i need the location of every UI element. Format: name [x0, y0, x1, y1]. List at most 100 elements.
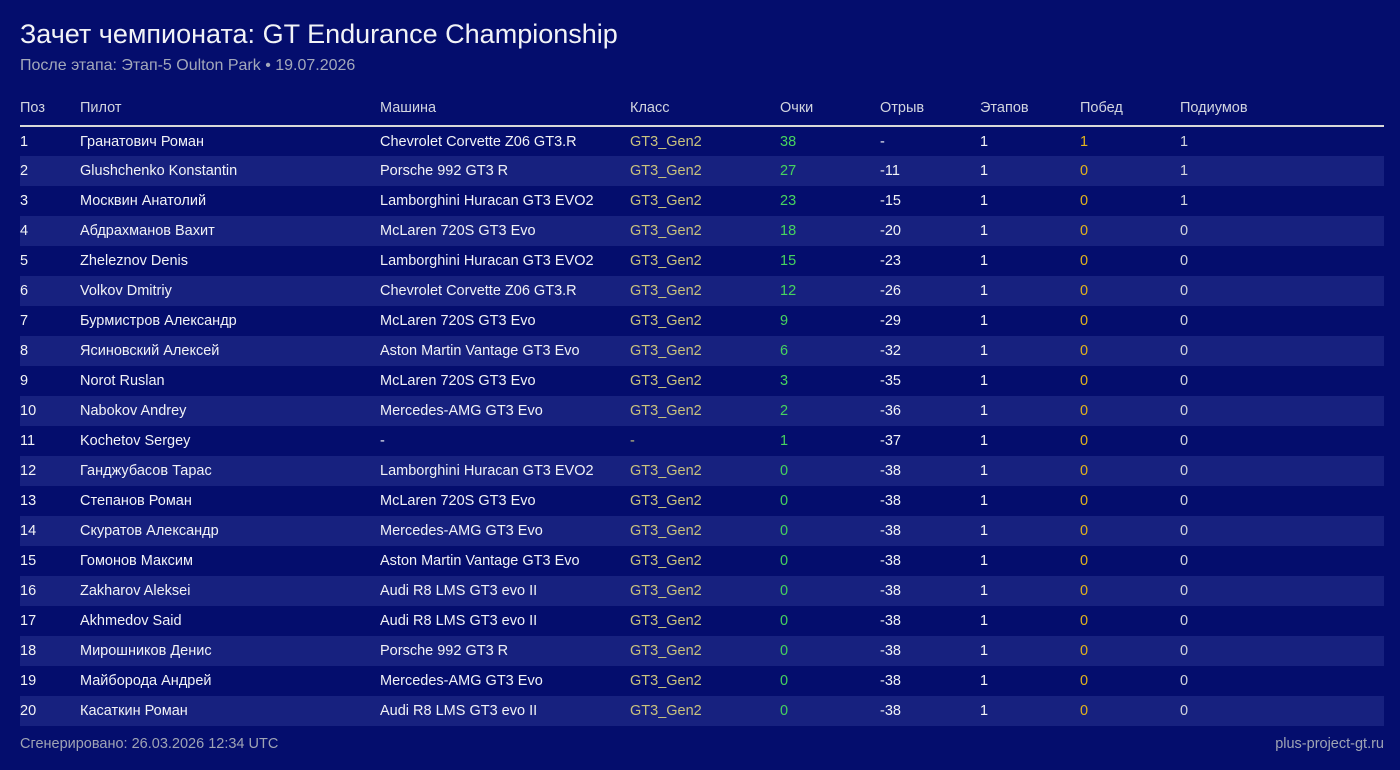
- cell-podiums: 0: [1180, 433, 1189, 449]
- cell-points: 38: [780, 133, 797, 150]
- cell-points: 15: [780, 253, 797, 269]
- page-subtitle: После этапа: Этап-5 Oulton Park • 19.07.…: [20, 57, 356, 74]
- cell-pilot: Nabokov Andrey: [80, 403, 187, 419]
- cell-pilot: Гомонов Максим: [80, 553, 193, 569]
- cell-pos: 16: [20, 583, 37, 599]
- cell-pilot: Абдрахманов Вахит: [80, 223, 215, 239]
- cell-gap: -38: [880, 523, 901, 539]
- column-header-gap: Отрыв: [880, 100, 980, 127]
- cell-class: GT3_Gen2: [630, 643, 702, 659]
- cell-podiums: 0: [1180, 313, 1189, 329]
- cell-wins: 0: [1080, 643, 1089, 659]
- cell-pos: 14: [20, 523, 37, 539]
- standings-table: Поз Пилот Машина Класс Очки Отрыв Этапов…: [20, 100, 1384, 726]
- cell-wins: 0: [1080, 703, 1089, 719]
- cell-podiums: 0: [1180, 463, 1189, 479]
- cell-stages: 1: [980, 223, 989, 239]
- cell-pos: 4: [20, 223, 29, 239]
- cell-car: Aston Martin Vantage GT3 Evo: [380, 553, 580, 569]
- cell-gap: -38: [880, 553, 901, 569]
- site-name: plus-project-gt.ru: [1275, 736, 1384, 752]
- cell-class: GT3_Gen2: [630, 673, 702, 689]
- table-row: 20 Касаткин Роман Audi R8 LMS GT3 evo II…: [20, 696, 1384, 726]
- cell-pilot: Мирошников Денис: [80, 643, 212, 659]
- cell-gap: -23: [880, 253, 901, 269]
- table-row: 4 Абдрахманов Вахит McLaren 720S GT3 Evo…: [20, 216, 1384, 246]
- cell-gap: -36: [880, 403, 901, 419]
- cell-pilot: Volkov Dmitriy: [80, 283, 172, 299]
- cell-podiums: 0: [1180, 523, 1189, 539]
- cell-stages: 1: [980, 643, 989, 659]
- table-row: 3 Москвин Анатолий Lamborghini Huracan G…: [20, 186, 1384, 216]
- cell-pos: 19: [20, 673, 37, 689]
- cell-podiums: 0: [1180, 223, 1189, 239]
- cell-pos: 17: [20, 613, 37, 629]
- cell-gap: -38: [880, 613, 901, 629]
- cell-podiums: 0: [1180, 373, 1189, 389]
- cell-class: GT3_Gen2: [630, 493, 702, 509]
- cell-gap: -11: [880, 163, 900, 179]
- cell-wins: 0: [1080, 223, 1089, 239]
- cell-points: 0: [780, 643, 789, 659]
- cell-pilot: Касаткин Роман: [80, 703, 188, 719]
- generated-timestamp: Сгенерировано: 26.03.2026 12:34 UTC: [20, 736, 279, 752]
- column-header-car: Машина: [380, 100, 630, 127]
- cell-pilot: Akhmedov Said: [80, 613, 182, 629]
- cell-car: Audi R8 LMS GT3 evo II: [380, 703, 538, 719]
- cell-gap: -38: [880, 493, 901, 509]
- standings-body: 1 Гранатович Роман Chevrolet Corvette Z0…: [20, 126, 1384, 726]
- cell-podiums: 0: [1180, 643, 1189, 659]
- cell-wins: 0: [1080, 523, 1089, 539]
- cell-stages: 1: [980, 583, 989, 599]
- cell-pos: 5: [20, 253, 29, 269]
- table-row: 13 Степанов Роман McLaren 720S GT3 Evo G…: [20, 486, 1384, 516]
- table-row: 12 Ганджубасов Тарас Lamborghini Huracan…: [20, 456, 1384, 486]
- cell-class: GT3_Gen2: [630, 193, 702, 209]
- table-row: 2 Glushchenko Konstantin Porsche 992 GT3…: [20, 156, 1384, 186]
- cell-pos: 3: [20, 193, 29, 209]
- cell-points: 27: [780, 163, 797, 179]
- cell-car: Aston Martin Vantage GT3 Evo: [380, 343, 580, 359]
- cell-podiums: 0: [1180, 553, 1189, 569]
- cell-wins: 0: [1080, 463, 1089, 479]
- column-header-wins: Побед: [1080, 100, 1180, 127]
- cell-gap: -26: [880, 283, 901, 299]
- table-row: 15 Гомонов Максим Aston Martin Vantage G…: [20, 546, 1384, 576]
- cell-points: 2: [780, 403, 789, 419]
- cell-podiums: 0: [1180, 283, 1189, 299]
- cell-gap: -32: [880, 343, 901, 359]
- cell-stages: 1: [980, 313, 989, 329]
- cell-pos: 13: [20, 493, 37, 509]
- cell-points: 18: [780, 223, 797, 239]
- cell-podiums: 0: [1180, 493, 1189, 509]
- cell-points: 6: [780, 343, 789, 359]
- cell-podiums: 0: [1180, 613, 1189, 629]
- cell-stages: 1: [980, 193, 989, 209]
- cell-car: Lamborghini Huracan GT3 EVO2: [380, 193, 594, 209]
- cell-car: McLaren 720S GT3 Evo: [380, 223, 536, 239]
- cell-car: -: [380, 433, 385, 449]
- table-row: 17 Akhmedov Said Audi R8 LMS GT3 evo II …: [20, 606, 1384, 636]
- cell-car: Lamborghini Huracan GT3 EVO2: [380, 463, 594, 479]
- cell-class: GT3_Gen2: [630, 253, 702, 269]
- cell-pos: 15: [20, 553, 37, 569]
- cell-points: 0: [780, 553, 789, 569]
- cell-pilot: Майборода Андрей: [80, 673, 212, 689]
- cell-pilot: Glushchenko Konstantin: [80, 163, 238, 179]
- cell-gap: -37: [880, 433, 901, 449]
- cell-stages: 1: [980, 703, 989, 719]
- cell-car: Porsche 992 GT3 R: [380, 163, 509, 179]
- cell-stages: 1: [980, 553, 989, 569]
- column-header-podiums: Подиумов: [1180, 100, 1384, 127]
- cell-class: GT3_Gen2: [630, 163, 702, 179]
- cell-gap: -20: [880, 223, 901, 239]
- cell-stages: 1: [980, 133, 989, 150]
- column-header-points: Очки: [780, 100, 880, 127]
- cell-class: GT3_Gen2: [630, 523, 702, 539]
- cell-pos: 1: [20, 133, 29, 150]
- column-header-stages: Этапов: [980, 100, 1080, 127]
- cell-car: Chevrolet Corvette Z06 GT3.R: [380, 133, 577, 150]
- cell-stages: 1: [980, 463, 989, 479]
- cell-podiums: 0: [1180, 343, 1189, 359]
- cell-gap: -: [880, 133, 885, 150]
